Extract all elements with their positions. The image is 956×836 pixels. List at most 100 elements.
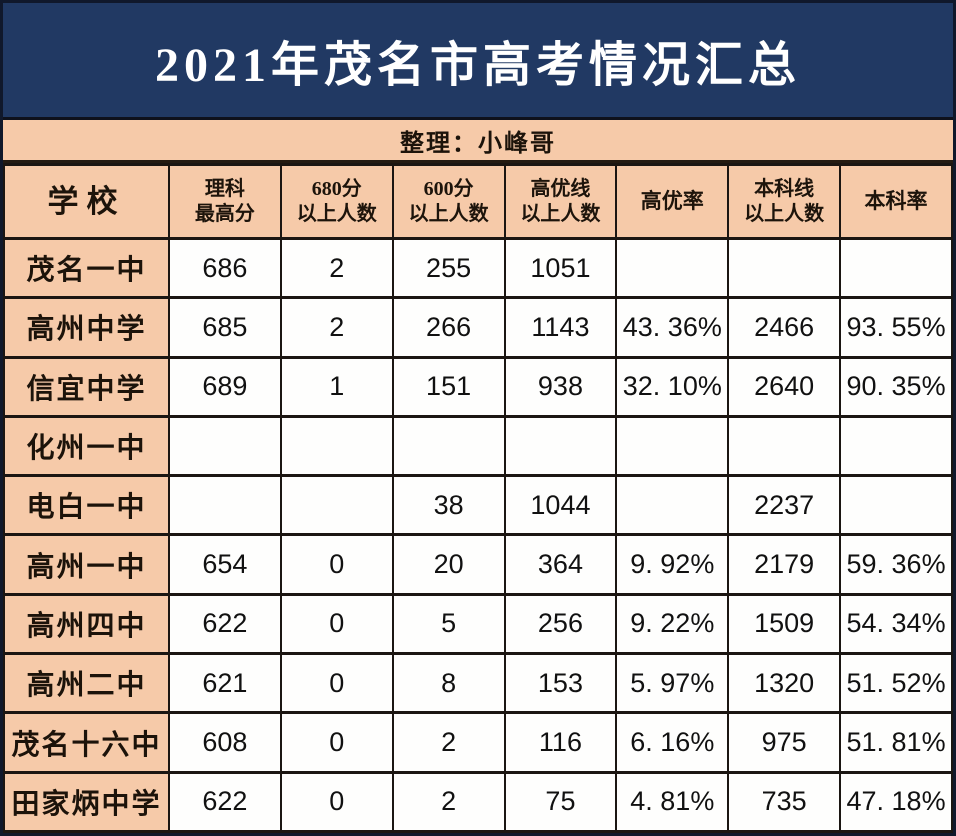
value-cell: 256 bbox=[503, 592, 618, 656]
column-header-benke-rate: 本科率 bbox=[839, 163, 953, 240]
value-cell: 54. 34% bbox=[839, 592, 953, 656]
column-header-school: 学校 bbox=[3, 163, 170, 240]
value-cell: 2237 bbox=[727, 474, 842, 537]
value-cell: 20 bbox=[391, 533, 506, 596]
value-cell: 32. 10% bbox=[615, 355, 730, 418]
table-row: 田家炳中学 622 0 2 75 4. 81% 735 47. 18% bbox=[3, 770, 953, 833]
value-cell: 90. 35% bbox=[839, 355, 953, 418]
school-name-cell: 高州二中 bbox=[3, 652, 170, 715]
value-cell: 938 bbox=[503, 355, 618, 418]
value-cell: 59. 36% bbox=[839, 533, 953, 596]
value-cell: 1320 bbox=[727, 652, 842, 715]
column-header-label: 学校 bbox=[47, 183, 126, 219]
subtitle-bar: 整理：小峰哥 bbox=[3, 120, 953, 163]
school-name-cell: 化州一中 bbox=[3, 414, 170, 478]
column-header-label: 理科 bbox=[204, 178, 245, 201]
value-cell: 1143 bbox=[503, 296, 618, 359]
column-header-above-benke-count: 本科线 以上人数 bbox=[727, 163, 842, 240]
value-cell bbox=[727, 414, 842, 478]
value-cell: 622 bbox=[167, 592, 282, 656]
column-header-above-gaoyou-count: 高优线 以上人数 bbox=[503, 163, 618, 240]
school-name-cell: 茂名十六中 bbox=[3, 711, 170, 774]
header-row: 学校 理科 最高分 680分 以上人数 600分 以上人数 高优线 以上人数 bbox=[3, 163, 953, 240]
value-cell: 5 bbox=[391, 592, 506, 656]
value-cell bbox=[839, 474, 953, 537]
column-header-science-top-score: 理科 最高分 bbox=[167, 163, 282, 240]
value-cell: 47. 18% bbox=[839, 770, 953, 833]
column-header-above-600-count: 600分 以上人数 bbox=[391, 163, 506, 240]
school-name-cell: 信宜中学 bbox=[3, 355, 170, 418]
value-cell: 0 bbox=[279, 652, 394, 715]
column-header-label: 600分 bbox=[423, 178, 474, 201]
school-name-cell: 高州四中 bbox=[3, 592, 170, 656]
subtitle: 整理：小峰哥 bbox=[400, 130, 556, 157]
value-cell: 8 bbox=[391, 652, 506, 715]
value-cell bbox=[279, 414, 394, 478]
value-cell: 622 bbox=[167, 770, 282, 833]
column-header-label: 以上人数 bbox=[744, 202, 825, 225]
value-cell: 255 bbox=[391, 236, 506, 300]
value-cell: 608 bbox=[167, 711, 282, 774]
column-header-label: 最高分 bbox=[194, 202, 255, 225]
column-header-gaoyou-rate: 高优率 bbox=[615, 163, 730, 240]
value-cell: 93. 55% bbox=[839, 296, 953, 359]
value-cell bbox=[391, 414, 506, 478]
value-cell: 153 bbox=[503, 652, 618, 715]
value-cell: 621 bbox=[167, 652, 282, 715]
column-header-label: 以上人数 bbox=[408, 202, 489, 225]
value-cell: 735 bbox=[727, 770, 842, 833]
column-header-label: 以上人数 bbox=[520, 202, 601, 225]
value-cell bbox=[167, 474, 282, 537]
value-cell: 0 bbox=[279, 533, 394, 596]
value-cell: 2179 bbox=[727, 533, 842, 596]
value-cell: 364 bbox=[503, 533, 618, 596]
value-cell: 0 bbox=[279, 770, 394, 833]
school-name-cell: 高州中学 bbox=[3, 296, 170, 359]
value-cell: 1044 bbox=[503, 474, 618, 537]
table-row: 电白一中 38 1044 2237 bbox=[3, 474, 953, 537]
value-cell: 9. 92% bbox=[615, 533, 730, 596]
table-row: 茂名十六中 608 0 2 116 6. 16% 975 51. 81% bbox=[3, 711, 953, 774]
value-cell: 689 bbox=[167, 355, 282, 418]
value-cell: 654 bbox=[167, 533, 282, 596]
value-cell: 4. 81% bbox=[615, 770, 730, 833]
table-row: 高州一中 654 0 20 364 9. 92% 2179 59. 36% bbox=[3, 533, 953, 596]
school-name-cell: 高州一中 bbox=[3, 533, 170, 596]
value-cell: 1509 bbox=[727, 592, 842, 656]
table-body: 茂名一中 686 2 255 1051 高州中学 685 2 266 1143 43. 36% 246… bbox=[3, 236, 953, 833]
column-header-label: 高优率 bbox=[640, 188, 704, 213]
school-name-cell: 电白一中 bbox=[3, 474, 170, 537]
column-header-label: 以上人数 bbox=[296, 202, 377, 225]
value-cell: 2466 bbox=[727, 296, 842, 359]
column-header-label: 本科率 bbox=[864, 188, 928, 213]
value-cell bbox=[615, 414, 730, 478]
value-cell: 266 bbox=[391, 296, 506, 359]
table-row: 化州一中 bbox=[3, 414, 953, 478]
value-cell: 116 bbox=[503, 711, 618, 774]
school-name-cell: 田家炳中学 bbox=[3, 770, 170, 833]
column-header-label: 本科线 bbox=[754, 178, 815, 201]
table-row: 高州四中 622 0 5 256 9. 22% 1509 54. 34% bbox=[3, 592, 953, 656]
value-cell: 2 bbox=[279, 296, 394, 359]
value-cell: 0 bbox=[279, 711, 394, 774]
value-cell: 5. 97% bbox=[615, 652, 730, 715]
value-cell: 38 bbox=[391, 474, 506, 537]
value-cell: 1 bbox=[279, 355, 394, 418]
value-cell bbox=[839, 236, 953, 300]
value-cell: 975 bbox=[727, 711, 842, 774]
value-cell: 1051 bbox=[503, 236, 618, 300]
value-cell: 51. 81% bbox=[839, 711, 953, 774]
column-header-above-680-count: 680分 以上人数 bbox=[279, 163, 394, 240]
value-cell bbox=[615, 236, 730, 300]
value-cell: 151 bbox=[391, 355, 506, 418]
value-cell bbox=[279, 474, 394, 537]
value-cell: 2 bbox=[279, 236, 394, 300]
value-cell: 6. 16% bbox=[615, 711, 730, 774]
value-cell bbox=[727, 236, 842, 300]
value-cell: 2 bbox=[391, 711, 506, 774]
table-row: 高州中学 685 2 266 1143 43. 36% 2466 93. 55% bbox=[3, 296, 953, 359]
value-cell: 9. 22% bbox=[615, 592, 730, 656]
column-header-label: 高优线 bbox=[530, 178, 591, 201]
summary-table: 学校 理科 最高分 680分 以上人数 600分 以上人数 高优线 以上人数 bbox=[3, 163, 953, 833]
